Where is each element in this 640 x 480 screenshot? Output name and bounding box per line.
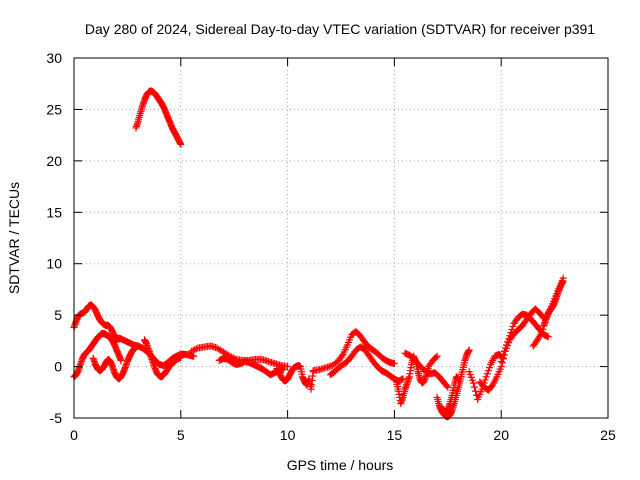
data-point [187,347,195,355]
series-dip-arc-b [437,373,462,416]
y-tick-label: 30 [46,50,62,66]
data-point [507,329,515,337]
data-point [483,370,491,378]
data-point [498,354,506,362]
series-afternoon-a [309,328,398,375]
y-tick-label: 25 [46,101,62,117]
data-point [454,375,462,383]
data-point [465,346,473,354]
series-mid-arc-b [140,336,185,381]
data-point [443,382,451,390]
data-point [444,383,452,391]
data-point [501,344,509,352]
data-point [177,353,185,361]
data-point [508,326,516,334]
data-points [70,87,567,421]
y-tick-label: 0 [54,359,62,375]
data-point [432,353,440,361]
y-tick-label: 15 [46,204,62,220]
series-early-arc-b [70,330,125,381]
data-point [481,376,489,384]
x-tick-label: 25 [600,427,616,443]
axis-ticks: 0 5 10 15 20 25 -5 0 5 10 15 20 25 30 [46,50,616,443]
data-point [469,379,477,387]
series-afternoon-c [393,352,441,408]
data-point [471,383,478,391]
data-point [559,277,567,285]
data-point [484,367,492,375]
plot-frame [73,57,609,419]
data-point [192,345,200,353]
data-point [390,359,398,367]
y-tick-label: 10 [46,256,62,272]
data-point [506,332,514,340]
data-point [338,352,346,360]
data-point [539,325,547,333]
series-afternoon-d [401,349,452,391]
data-point [544,333,552,341]
x-tick-label: 0 [70,427,78,443]
data-point [482,373,490,381]
data-point [399,375,407,383]
data-point [503,341,511,349]
data-point [500,347,508,355]
data-point [190,352,198,360]
series-afternoon-b [326,343,407,385]
data-point [191,346,199,354]
data-point [504,338,512,346]
series-early-arc-a [70,301,121,346]
y-tick-label: 20 [46,153,62,169]
data-point [189,346,197,354]
y-axis-label: SDTVAR / TECUs [6,182,22,294]
x-axis-label: GPS time / hours [287,457,394,473]
data-point [538,329,546,337]
data-point [117,356,125,364]
data-point [497,357,505,365]
series-early-arc-c [89,342,142,383]
x-tick-label: 20 [493,427,509,443]
series-late-c [540,277,567,329]
data-point [509,322,517,330]
series-midday-c [273,362,317,393]
data-point [279,366,287,374]
data-point [177,140,185,148]
data-point [284,363,292,371]
y-tick-label: 5 [54,307,62,323]
y-tick-label: -5 [50,410,63,426]
x-tick-label: 5 [177,427,185,443]
series-midday-a [187,342,292,371]
data-point [485,364,493,372]
data-point [499,351,507,359]
data-point [505,335,513,343]
chart-title: Day 280 of 2024, Sidereal Day-to-day VTE… [85,21,595,37]
series-arc-high [132,87,185,148]
x-tick-label: 15 [387,427,403,443]
x-tick-label: 10 [280,427,296,443]
data-point [433,352,441,360]
